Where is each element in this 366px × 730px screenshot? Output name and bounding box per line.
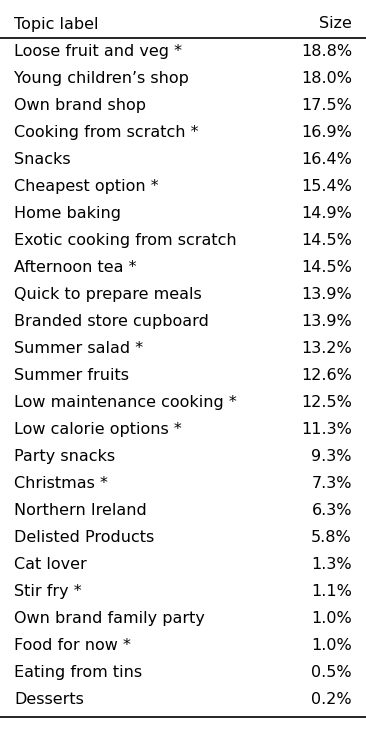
Text: 14.9%: 14.9% (301, 206, 352, 221)
Text: 14.5%: 14.5% (301, 233, 352, 248)
Text: Food for now *: Food for now * (14, 638, 131, 653)
Text: Own brand family party: Own brand family party (14, 611, 205, 626)
Text: 11.3%: 11.3% (301, 422, 352, 437)
Text: 13.9%: 13.9% (301, 287, 352, 302)
Text: Exotic cooking from scratch: Exotic cooking from scratch (14, 233, 237, 248)
Text: 1.0%: 1.0% (311, 611, 352, 626)
Text: 14.5%: 14.5% (301, 260, 352, 275)
Text: 18.0%: 18.0% (301, 71, 352, 86)
Text: Delisted Products: Delisted Products (14, 530, 154, 545)
Text: 18.8%: 18.8% (301, 44, 352, 59)
Text: 17.5%: 17.5% (301, 98, 352, 113)
Text: 16.4%: 16.4% (301, 152, 352, 167)
Text: 16.9%: 16.9% (301, 125, 352, 140)
Text: Size: Size (319, 17, 352, 31)
Text: Christmas *: Christmas * (14, 476, 108, 491)
Text: Cheapest option *: Cheapest option * (14, 179, 158, 194)
Text: 0.5%: 0.5% (311, 665, 352, 680)
Text: 15.4%: 15.4% (301, 179, 352, 194)
Text: Low maintenance cooking *: Low maintenance cooking * (14, 395, 237, 410)
Text: Loose fruit and veg *: Loose fruit and veg * (14, 44, 182, 59)
Text: Northern Ireland: Northern Ireland (14, 503, 147, 518)
Text: Low calorie options *: Low calorie options * (14, 422, 182, 437)
Text: 13.2%: 13.2% (301, 341, 352, 356)
Text: Desserts: Desserts (14, 692, 84, 707)
Text: Eating from tins: Eating from tins (14, 665, 142, 680)
Text: Cooking from scratch *: Cooking from scratch * (14, 125, 198, 140)
Text: 9.3%: 9.3% (311, 449, 352, 464)
Text: Branded store cupboard: Branded store cupboard (14, 314, 209, 329)
Text: Afternoon tea *: Afternoon tea * (14, 260, 137, 275)
Text: Own brand shop: Own brand shop (14, 98, 146, 113)
Text: Snacks: Snacks (14, 152, 71, 167)
Text: Home baking: Home baking (14, 206, 121, 221)
Text: Quick to prepare meals: Quick to prepare meals (14, 287, 202, 302)
Text: Summer salad *: Summer salad * (14, 341, 143, 356)
Text: Stir fry *: Stir fry * (14, 584, 82, 599)
Text: 6.3%: 6.3% (311, 503, 352, 518)
Text: 1.0%: 1.0% (311, 638, 352, 653)
Text: 12.5%: 12.5% (301, 395, 352, 410)
Text: Young children’s shop: Young children’s shop (14, 71, 189, 86)
Text: 7.3%: 7.3% (311, 476, 352, 491)
Text: Summer fruits: Summer fruits (14, 368, 129, 383)
Text: 0.2%: 0.2% (311, 692, 352, 707)
Text: Party snacks: Party snacks (14, 449, 115, 464)
Text: 13.9%: 13.9% (301, 314, 352, 329)
Text: 1.3%: 1.3% (311, 557, 352, 572)
Text: 12.6%: 12.6% (301, 368, 352, 383)
Text: 1.1%: 1.1% (311, 584, 352, 599)
Text: 5.8%: 5.8% (311, 530, 352, 545)
Text: Topic label: Topic label (14, 17, 98, 31)
Text: Cat lover: Cat lover (14, 557, 87, 572)
